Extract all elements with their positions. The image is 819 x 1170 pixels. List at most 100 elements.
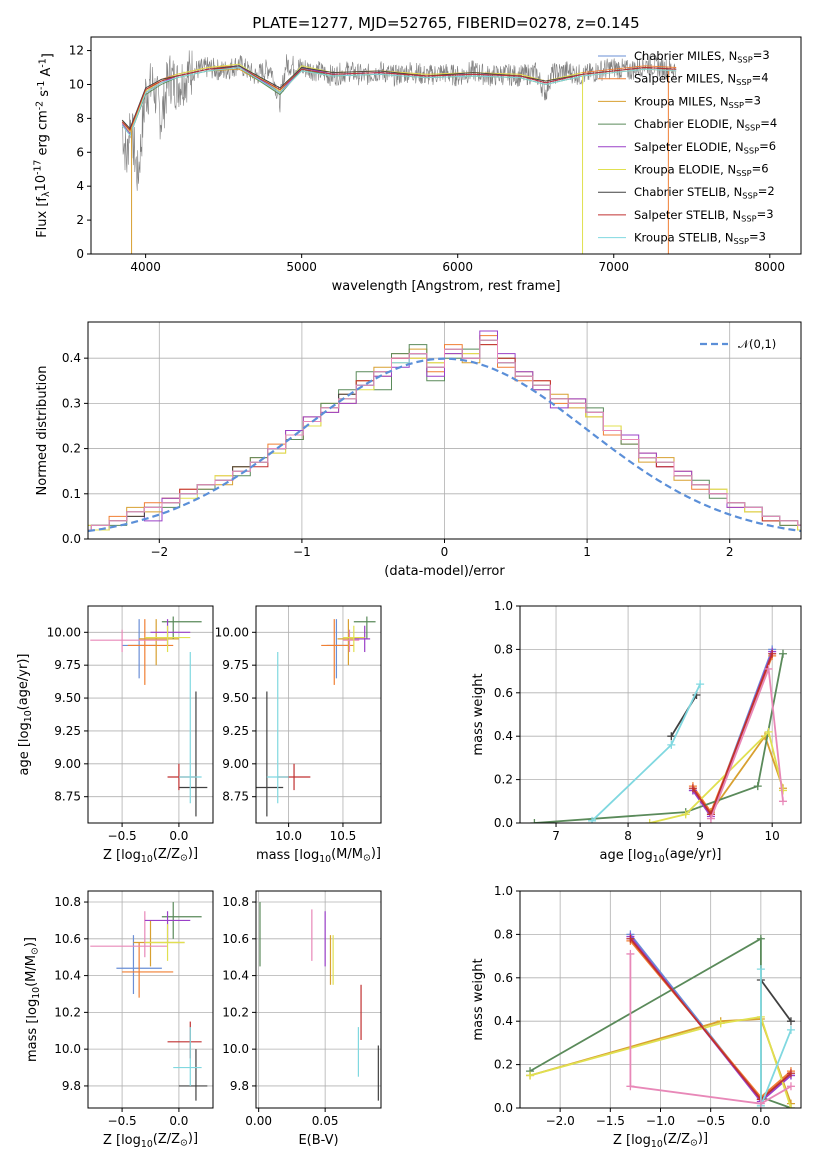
mass-weight-marker <box>786 1082 795 1091</box>
y-tick-label: 10.4 <box>54 969 81 983</box>
axes-frame <box>519 605 802 824</box>
mass-weight-line <box>529 1015 792 1108</box>
legend-entry: 𝒩(0,1) <box>738 337 776 351</box>
y-axis-label: mass weight <box>471 673 486 755</box>
y-tick-label: 0.2 <box>494 1058 513 1072</box>
x-tick-label: 0.00 <box>245 1114 272 1128</box>
mass-weight-vs-age-panel: 7 8 9 10 0.0 0.2 0.4 0.6 0.8 1.0 age [log10​(age/y… <box>471 599 802 865</box>
x-axis-label: wavelength [Angstrom, rest frame] <box>332 279 561 294</box>
plot-area <box>259 902 379 1101</box>
mass-weight-vs-metallicity-panel: −2.0 −1.5 −1.0 −0.5 0.0 0.0 0.2 0.4 0.6 0.8 1.0 Z [… <box>471 884 802 1150</box>
y-tick-label: 10.8 <box>54 895 81 909</box>
axes-frame <box>87 605 214 824</box>
plot-area <box>90 902 208 1101</box>
y-tick-label: 0.4 <box>62 351 81 365</box>
mass-weight-line <box>534 653 784 823</box>
mass-weight-line <box>591 683 701 822</box>
x-tick-label: 1 <box>583 545 591 559</box>
legend-entry: Salpeter STELIB, NSSP​=3 <box>634 207 774 223</box>
x-tick-label: −2 <box>150 545 168 559</box>
chart-title: PLATE=1277, MJD=52765, FIBERID=0278, z=0… <box>252 14 639 32</box>
x-axis-label: age [log10​(age/yr)] <box>600 847 722 865</box>
spectrum-panel: 4000 5000 6000 7000 8000 0 2 4 6 8 10 12 wavelength … <box>33 14 802 294</box>
axes-frame <box>90 36 802 255</box>
mass-weight-marker <box>681 810 690 819</box>
mass-vs-metallicity-panel: −0.5 0.0 9.8 10.0 10.2 10.4 10.6 10.8 Z [log10​(… <box>23 890 214 1150</box>
age-vs-mass-panel: 10.0 10.5 8.75 9.00 9.25 9.50 9.75 10.00 mass [l… <box>215 605 382 865</box>
x-tick-label: −0.5 <box>108 1114 137 1128</box>
mass-weight-marker <box>716 1019 725 1028</box>
mass-weight-marker <box>786 1069 795 1078</box>
mass-weight-marker <box>753 782 762 791</box>
x-tick-label: 10.5 <box>330 829 357 843</box>
x-tick-label: 9 <box>696 829 704 843</box>
y-tick-label: 9.25 <box>222 724 249 738</box>
mass-weight-line <box>692 649 774 817</box>
y-tick-label: 4 <box>76 179 84 193</box>
y-tick-label: 0.2 <box>494 773 513 787</box>
x-tick-label: 10.0 <box>275 829 302 843</box>
y-axis-label: mass weight <box>471 958 486 1040</box>
x-tick-label: 0.0 <box>169 1114 188 1128</box>
y-axis-label: Flux [fλ​10-17​ erg cm-2​ s-1​ A-1​] <box>33 53 56 238</box>
y-tick-label: 10.4 <box>222 969 249 983</box>
x-axis-label: mass [log10​(M/M⊙​)] <box>256 846 381 865</box>
mass-weight-marker <box>764 727 773 736</box>
model-spectrum-line <box>121 67 677 132</box>
legend-entry: Salpeter ELODIE, NSSP​=6 <box>634 139 776 155</box>
x-tick-label: 0.0 <box>751 1114 770 1128</box>
x-axis-label: Z [log10​(Z/Z⊙​)] <box>103 846 198 865</box>
x-tick-label: 0.05 <box>312 1114 339 1128</box>
x-tick-label: −2.0 <box>546 1114 575 1128</box>
y-tick-label: 9.50 <box>54 691 81 705</box>
axes-frame <box>87 321 802 540</box>
x-axis-label: (data-model)/error <box>384 564 505 579</box>
mass-weight-marker <box>778 649 787 658</box>
y-axis-label: age [log10​(age/yr)] <box>16 654 34 776</box>
x-tick-label: 7000 <box>598 260 629 274</box>
y-tick-label: 12 <box>69 44 84 58</box>
mass-weight-marker <box>786 1104 795 1108</box>
mass-weight-line <box>692 651 774 819</box>
y-tick-label: 0.3 <box>62 396 81 410</box>
mass-weight-marker <box>688 784 697 793</box>
y-tick-label: 10.0 <box>54 1042 81 1056</box>
y-tick-label: 0.2 <box>62 442 81 456</box>
mass-weight-marker <box>696 680 705 689</box>
mass-weight-marker <box>626 949 635 958</box>
x-tick-label: 4000 <box>130 260 161 274</box>
y-tick-label: 0 <box>76 247 84 261</box>
x-axis-label: E(B-V) <box>298 1133 338 1148</box>
y-tick-label: 1.0 <box>494 884 513 898</box>
plot-area <box>256 616 376 817</box>
y-tick-label: 0.6 <box>494 971 513 985</box>
y-axis-label: Normed distribution <box>35 366 50 496</box>
axes-frame <box>255 890 382 1109</box>
x-tick-label: −1.5 <box>596 1114 625 1128</box>
x-tick-label: 5000 <box>286 260 317 274</box>
x-tick-label: −0.5 <box>696 1114 725 1128</box>
mass-weight-marker <box>768 649 777 658</box>
mass-weight-marker <box>667 732 676 741</box>
plot-area <box>88 330 801 533</box>
residual-histogram-step <box>88 339 801 531</box>
x-tick-label: 10 <box>765 829 780 843</box>
x-tick-label: 8 <box>624 829 632 843</box>
legend-entry: Kroupa MILES, NSSP​=3 <box>634 93 761 109</box>
mass-weight-marker <box>778 797 787 806</box>
plot-area <box>121 50 677 254</box>
y-tick-label: 0.6 <box>494 686 513 700</box>
y-tick-label: 9.25 <box>54 724 81 738</box>
plot-area <box>526 930 795 1108</box>
y-tick-label: 8 <box>76 111 84 125</box>
y-tick-label: 9.00 <box>54 757 81 771</box>
y-tick-label: 0.4 <box>494 729 513 743</box>
mass-weight-marker <box>756 934 765 943</box>
mass-weight-marker <box>626 934 635 943</box>
mass-weight-marker <box>645 819 654 823</box>
legend-entry: Chabrier STELIB, NSSP​=2 <box>634 184 775 200</box>
mass-weight-marker <box>667 740 676 749</box>
y-tick-label: 2 <box>76 213 84 227</box>
x-tick-label: −0.5 <box>108 829 137 843</box>
axes-frame <box>255 605 382 824</box>
